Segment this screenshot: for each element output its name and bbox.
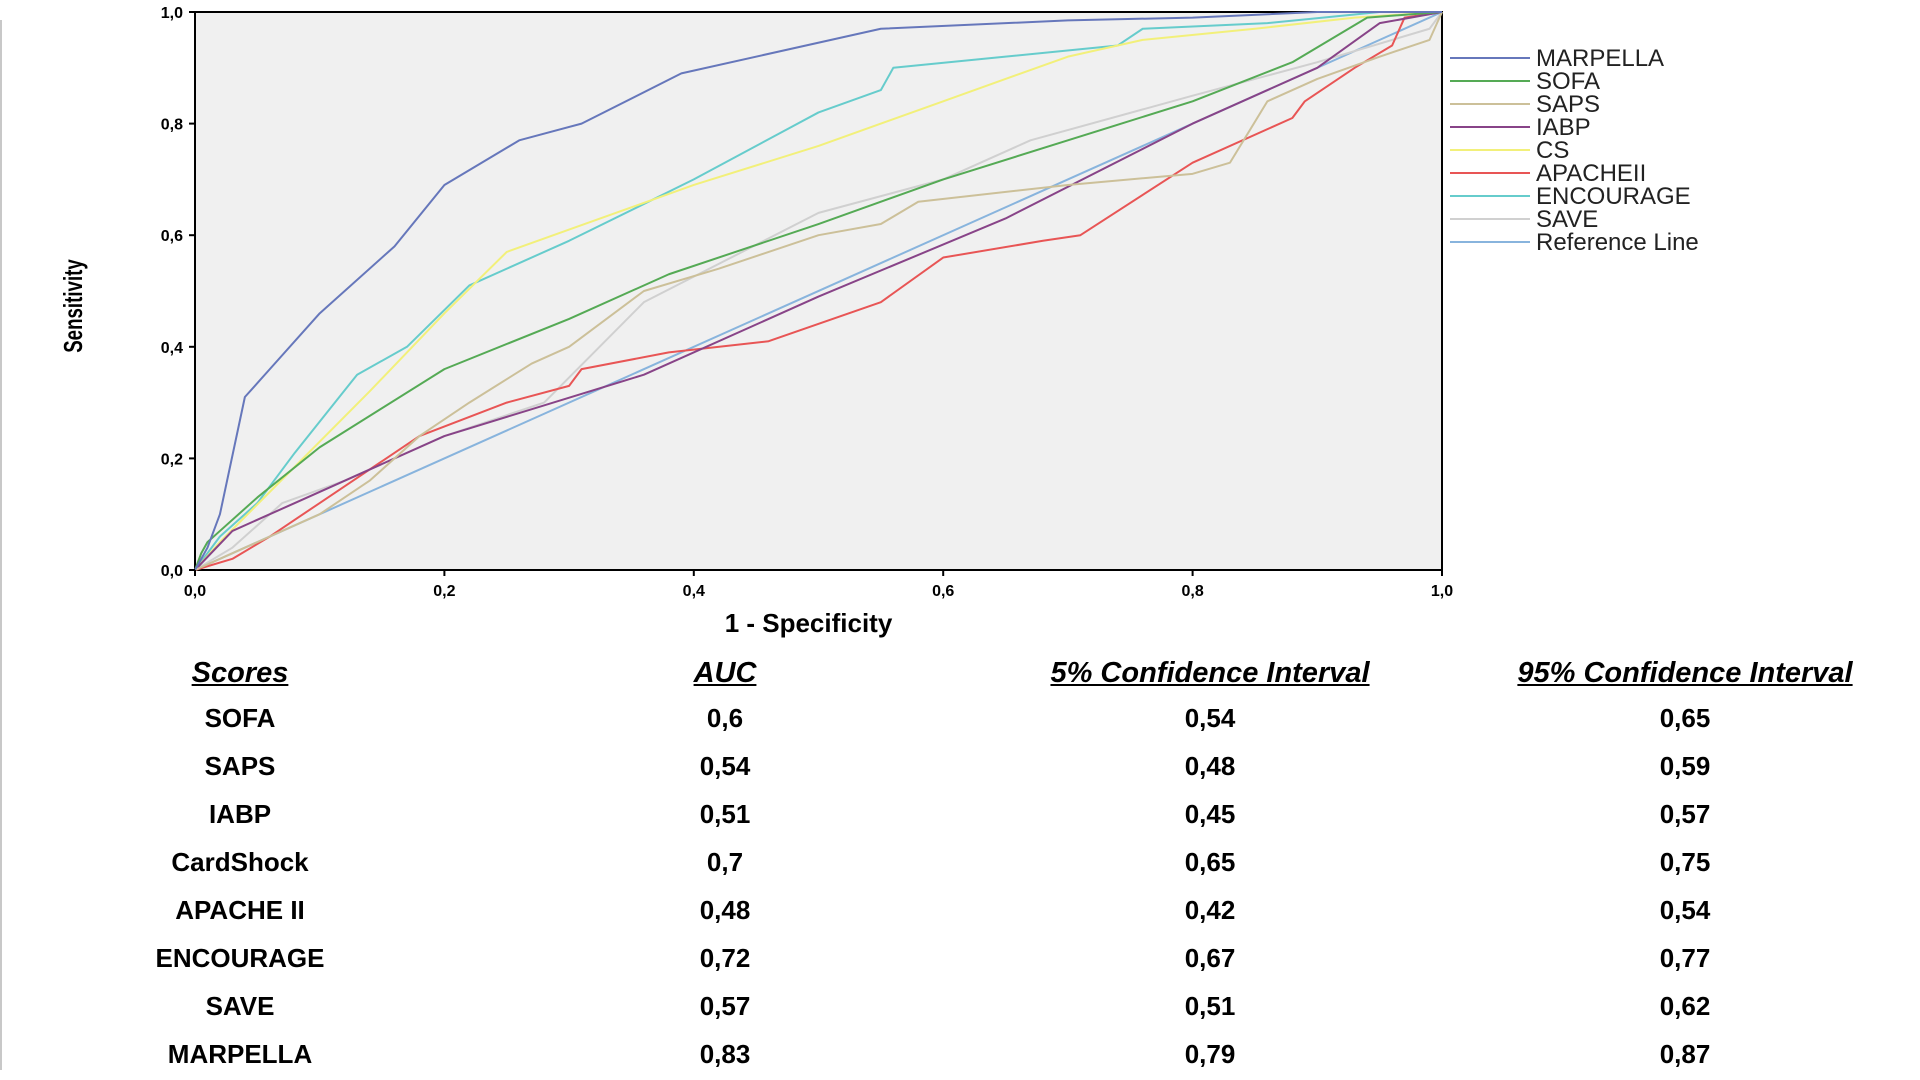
x-axis-title: 1 - Specificity bbox=[725, 608, 893, 638]
score-name: SAPS bbox=[204, 750, 276, 781]
ci-high-value: 0,62 bbox=[1659, 990, 1711, 1021]
auc-value: 0,83 bbox=[699, 1038, 751, 1069]
header-auc: AUC bbox=[693, 656, 757, 689]
y-tick-label: 0,0 bbox=[161, 563, 183, 580]
header-scores: Scores bbox=[191, 656, 289, 689]
legend-label: Reference Line bbox=[1536, 229, 1699, 256]
auc-value: 0,48 bbox=[699, 894, 751, 925]
legend-label: ENCOURAGE bbox=[1536, 183, 1691, 210]
ci-low-value: 0,45 bbox=[1184, 798, 1236, 829]
ci-low-value: 0,51 bbox=[1184, 990, 1236, 1021]
legend-label: SOFA bbox=[1536, 68, 1600, 95]
series-line-save bbox=[194, 11, 1443, 571]
auc-value: 0,72 bbox=[699, 942, 751, 973]
score-name: CardShock bbox=[171, 846, 309, 877]
ci-high-value: 0,54 bbox=[1659, 894, 1711, 925]
table-row: CardShock 0,7 0,65 0,75 bbox=[0, 838, 1920, 886]
table-row: SOFA 0,6 0,54 0,65 bbox=[0, 694, 1920, 742]
ci-high-value: 0,87 bbox=[1659, 1038, 1711, 1069]
ci-low-value: 0,79 bbox=[1184, 1038, 1236, 1069]
series-line-apacheii bbox=[194, 11, 1443, 571]
legend-label: CS bbox=[1536, 137, 1569, 164]
score-name: SOFA bbox=[204, 702, 276, 733]
auc-value: 0,57 bbox=[699, 990, 751, 1021]
x-tick-label: 0,0 bbox=[184, 583, 206, 600]
series-layer bbox=[194, 11, 1443, 571]
legend-label: APACHEII bbox=[1536, 160, 1646, 187]
legend-label: SAPS bbox=[1536, 91, 1600, 118]
score-name: SAVE bbox=[205, 990, 275, 1021]
auc-value: 0,51 bbox=[699, 798, 751, 829]
table-row: SAPS 0,54 0,48 0,59 bbox=[0, 742, 1920, 790]
y-axis-title: Sensitivity bbox=[58, 259, 88, 353]
series-line-cs bbox=[194, 11, 1443, 571]
series-line-encourage bbox=[194, 11, 1442, 571]
x-tick-label: 1,0 bbox=[1431, 583, 1453, 600]
y-tick-label: 0,6 bbox=[161, 228, 183, 245]
legend-label: IABP bbox=[1536, 114, 1591, 141]
table-row: MARPELLA 0,83 0,79 0,87 bbox=[0, 1030, 1920, 1078]
legend: MARPELLASOFASAPSIABPCSAPACHEIIENCOURAGES… bbox=[1450, 45, 1699, 256]
ci-low-value: 0,48 bbox=[1184, 750, 1236, 781]
series-line-marpella bbox=[194, 11, 1442, 571]
table-row: SAVE 0,57 0,51 0,62 bbox=[0, 982, 1920, 1030]
y-tick-label: 0,2 bbox=[161, 451, 183, 468]
auc-value: 0,6 bbox=[706, 702, 744, 733]
ci-low-value: 0,65 bbox=[1184, 846, 1236, 877]
score-name: APACHE II bbox=[175, 894, 305, 925]
ci-high-value: 0,77 bbox=[1659, 942, 1711, 973]
series-line-iabp bbox=[194, 11, 1443, 571]
y-tick-label: 0,8 bbox=[161, 117, 183, 134]
score-name: ENCOURAGE bbox=[155, 942, 325, 973]
y-tick-label: 1,0 bbox=[161, 5, 183, 22]
x-tick-label: 0,2 bbox=[433, 583, 455, 600]
header-ci-95: 95% Confidence Interval bbox=[1517, 656, 1853, 689]
x-tick-label: 0,8 bbox=[1181, 583, 1203, 600]
ci-high-value: 0,59 bbox=[1659, 750, 1711, 781]
series-line-sofa bbox=[194, 11, 1443, 571]
x-tick-label: 0,4 bbox=[683, 583, 705, 600]
ci-high-value: 0,75 bbox=[1659, 846, 1711, 877]
table-row: IABP 0,51 0,45 0,57 bbox=[0, 790, 1920, 838]
ci-high-value: 0,65 bbox=[1659, 702, 1711, 733]
auc-value: 0,54 bbox=[699, 750, 751, 781]
ci-high-value: 0,57 bbox=[1659, 798, 1711, 829]
y-tick-label: 0,4 bbox=[161, 340, 183, 357]
header-ci-5: 5% Confidence Interval bbox=[1050, 656, 1370, 689]
table-row: ENCOURAGE 0,72 0,67 0,77 bbox=[0, 934, 1920, 982]
table-header-row: Scores AUC 5% Confidence Interval 95% Co… bbox=[0, 652, 1920, 694]
score-name: MARPELLA bbox=[167, 1038, 313, 1069]
series-line-saps bbox=[194, 11, 1443, 571]
roc-chart: 0,0 0,2 0,4 0,6 0,8 1,0 0,0 0,2 0,4 0,6 0,8 1,0 MAR… bbox=[58, 5, 1699, 638]
auc-table: Scores AUC 5% Confidence Interval 95% Co… bbox=[0, 652, 1920, 1078]
ci-low-value: 0,54 bbox=[1184, 702, 1236, 733]
axis-layer: 0,0 0,2 0,4 0,6 0,8 1,0 0,0 0,2 0,4 0,6 0,8 1,0 bbox=[161, 5, 1453, 600]
table-row: APACHE II 0,48 0,42 0,54 bbox=[0, 886, 1920, 934]
legend-label: MARPELLA bbox=[1536, 45, 1664, 72]
auc-value: 0,7 bbox=[706, 846, 744, 877]
ci-low-value: 0,42 bbox=[1184, 894, 1236, 925]
legend-label: SAVE bbox=[1536, 206, 1598, 233]
left-edge-border bbox=[0, 20, 16, 1070]
score-name: IABP bbox=[208, 798, 272, 829]
ci-low-value: 0,67 bbox=[1184, 942, 1236, 973]
x-tick-label: 0,6 bbox=[932, 583, 954, 600]
